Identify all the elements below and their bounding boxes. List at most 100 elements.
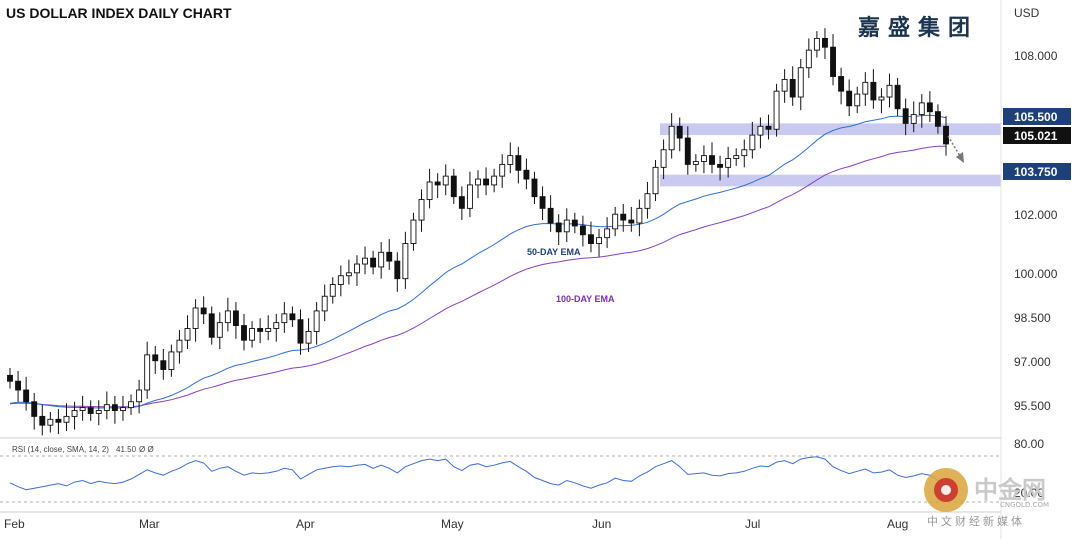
candle xyxy=(31,392,38,430)
watermark-domain: CNGOLD.COM xyxy=(1000,501,1049,509)
candle xyxy=(644,181,651,219)
candle xyxy=(765,114,772,140)
candle xyxy=(410,212,417,251)
candle xyxy=(918,94,925,128)
x-tick-aug: Aug xyxy=(887,517,908,531)
candle xyxy=(103,391,110,420)
candle xyxy=(273,313,280,342)
candle xyxy=(265,315,272,341)
watermark-title: 中金网 xyxy=(974,476,1046,504)
candle xyxy=(539,186,546,221)
candle xyxy=(491,168,498,193)
candle xyxy=(281,302,288,333)
candle xyxy=(111,395,118,424)
candle xyxy=(434,173,441,199)
y-tick-95500: 95.500 xyxy=(1014,399,1051,413)
candle xyxy=(692,154,699,172)
support-price-box: 103.750 xyxy=(1003,163,1071,180)
candle xyxy=(838,67,845,105)
chart-title: US DOLLAR INDEX DAILY CHART xyxy=(6,5,232,21)
candle xyxy=(499,154,506,188)
candle xyxy=(523,158,530,190)
candle xyxy=(208,306,215,345)
candle xyxy=(684,126,691,175)
candle xyxy=(289,306,296,328)
candle xyxy=(232,302,239,339)
candle xyxy=(886,73,893,108)
candle xyxy=(813,31,820,58)
ema50-line xyxy=(9,114,947,409)
candle xyxy=(894,77,901,117)
candle xyxy=(176,329,183,364)
candle xyxy=(47,411,54,433)
candle xyxy=(95,400,102,426)
candle xyxy=(579,215,586,247)
candle xyxy=(547,195,554,232)
candle xyxy=(797,58,804,111)
candle xyxy=(862,72,869,106)
candle xyxy=(926,91,933,122)
candle xyxy=(378,242,385,279)
resistance-price-box: 105.500 xyxy=(1003,108,1071,125)
x-tick-may: May xyxy=(441,517,464,531)
candle xyxy=(515,146,522,184)
candle xyxy=(749,121,756,159)
candle xyxy=(612,206,619,237)
candle xyxy=(200,296,207,325)
candle xyxy=(354,255,360,287)
candle xyxy=(450,168,457,204)
candle xyxy=(7,368,13,389)
candle xyxy=(79,395,86,421)
candle xyxy=(733,148,740,166)
candle xyxy=(660,139,667,180)
candle xyxy=(902,98,909,136)
candle xyxy=(652,160,659,202)
candle xyxy=(257,318,264,344)
last-price-box: 105.021 xyxy=(1003,127,1071,144)
candle xyxy=(394,252,401,292)
candle xyxy=(934,104,941,134)
candle xyxy=(757,117,764,149)
candle xyxy=(152,346,159,374)
candle xyxy=(571,212,578,234)
cngold-watermark: 中金网 CNGOLD.COM 中文财经新媒体 xyxy=(924,468,1049,528)
rsi-value: 41.50 xyxy=(116,445,137,454)
candle xyxy=(668,113,675,159)
candle xyxy=(700,145,707,174)
candle xyxy=(789,66,796,106)
candle xyxy=(563,208,570,243)
zones xyxy=(660,123,1001,187)
rsi-label: RSI (14, close, SMA, 14, 2) xyxy=(12,445,109,454)
candle xyxy=(241,313,247,351)
candle xyxy=(741,139,748,168)
candle xyxy=(160,349,167,380)
candle xyxy=(15,370,22,402)
y-tick-108: 108.000 xyxy=(1014,49,1058,63)
candle xyxy=(249,321,256,348)
x-tick-jun: Jun xyxy=(592,517,611,531)
ema50-label: 50-DAY EMA xyxy=(527,247,581,257)
candle xyxy=(466,171,473,218)
candle xyxy=(224,297,231,332)
projection-arrow xyxy=(947,135,964,163)
candle xyxy=(321,284,328,322)
rsi-extra: Ø Ø xyxy=(139,445,154,454)
candle xyxy=(402,231,409,289)
candle xyxy=(136,379,143,414)
x-tick-jul: Jul xyxy=(745,517,760,531)
candle xyxy=(709,142,715,174)
svg-text:105.500: 105.500 xyxy=(1014,110,1058,124)
candle xyxy=(39,404,46,436)
candle xyxy=(725,146,732,178)
candle xyxy=(854,86,861,114)
candle xyxy=(128,394,134,415)
candles xyxy=(7,28,949,436)
brand-text: 嘉盛集团 xyxy=(858,15,978,41)
candle xyxy=(822,28,828,59)
svg-text:105.021: 105.021 xyxy=(1014,129,1058,143)
candle xyxy=(362,246,368,275)
candle xyxy=(620,203,627,232)
candle xyxy=(87,400,94,421)
candle xyxy=(507,142,514,174)
